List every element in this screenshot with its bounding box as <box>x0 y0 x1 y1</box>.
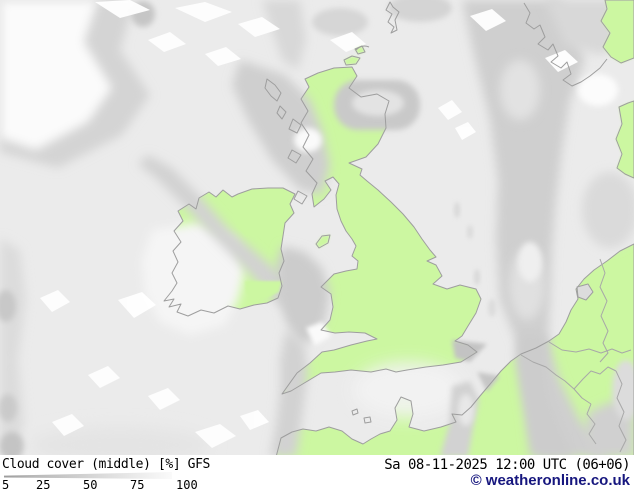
forecast-datetime: Sa 08-11-2025 12:00 UTC (06+06) <box>384 457 630 473</box>
cloud-cover-map-canvas <box>0 0 634 457</box>
skye-outline <box>288 118 302 134</box>
coastline-layer <box>163 0 634 457</box>
legend-tick-75: 75 <box>130 478 145 490</box>
mull-outline <box>287 149 302 164</box>
fair-isle-outline <box>355 45 370 51</box>
copyright-notice: © weatheronline.co.uk <box>470 472 630 489</box>
legend-tick-5: 5 <box>2 478 10 490</box>
islay-outline <box>293 190 308 205</box>
shetland-outline <box>385 1 400 34</box>
hebrides-outline <box>264 78 282 102</box>
legend-tick-100: 100 <box>176 478 198 490</box>
legend-tick-50: 50 <box>83 478 98 490</box>
map-footer-bar: Cloud cover (middle) [%] GFS 5 25 50 75 … <box>0 455 634 490</box>
channel-islands-outline <box>351 408 359 416</box>
map-title: Cloud cover (middle) [%] GFS <box>2 457 210 472</box>
norway-coast <box>523 2 608 87</box>
clear-sky-patches <box>233 0 634 300</box>
cloud-layer <box>0 0 634 457</box>
border-layer <box>520 258 632 453</box>
white-cloud-cells <box>40 0 578 448</box>
legend-tick-25: 25 <box>36 478 51 490</box>
forecast-map <box>0 0 634 457</box>
cloud-cover-legend-gradient <box>4 472 172 479</box>
